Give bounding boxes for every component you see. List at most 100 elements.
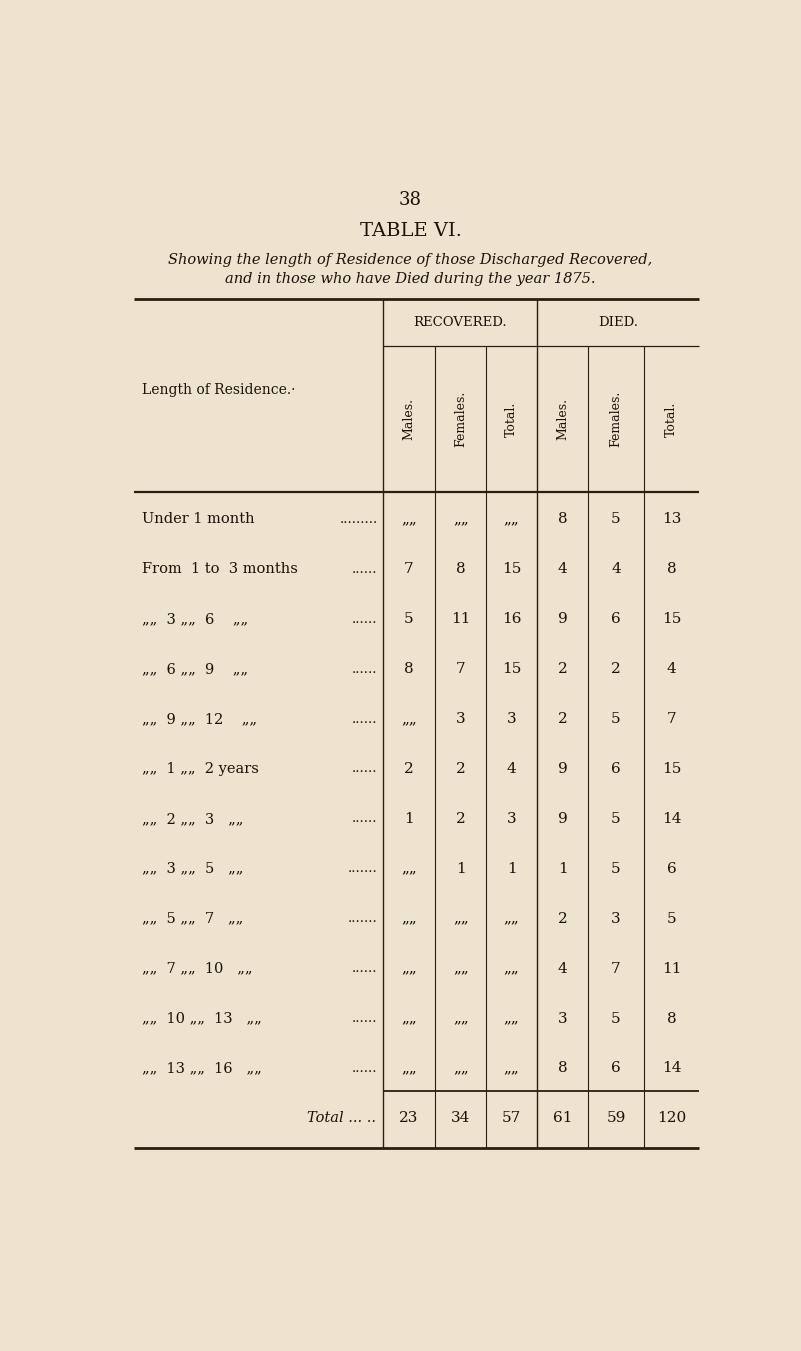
Text: „„: „„ <box>401 712 417 725</box>
Text: .......: ....... <box>348 862 377 875</box>
Text: From  1 to  3 months: From 1 to 3 months <box>142 562 298 577</box>
Text: Females.: Females. <box>454 390 467 447</box>
Text: DIED.: DIED. <box>598 316 638 330</box>
Text: 1: 1 <box>456 862 465 875</box>
Text: ......: ...... <box>352 1012 377 1025</box>
Text: „„  13 „„  16   „„: „„ 13 „„ 16 „„ <box>142 1062 261 1075</box>
Text: „„: „„ <box>453 1012 469 1025</box>
Text: 6: 6 <box>666 862 676 875</box>
Text: 2: 2 <box>404 762 414 775</box>
Text: 6: 6 <box>611 612 621 626</box>
Text: 2: 2 <box>557 712 567 725</box>
Text: „„: „„ <box>453 912 469 925</box>
Text: 2: 2 <box>557 662 567 676</box>
Text: .......: ....... <box>348 912 377 925</box>
Text: „„: „„ <box>401 862 417 875</box>
Text: 23: 23 <box>399 1112 419 1125</box>
Text: „„: „„ <box>401 1062 417 1075</box>
Text: TABLE VI.: TABLE VI. <box>360 222 461 239</box>
Text: „„  1 „„  2 years: „„ 1 „„ 2 years <box>142 762 259 775</box>
Text: „„  5 „„  7   „„: „„ 5 „„ 7 „„ <box>142 912 243 925</box>
Text: ......: ...... <box>352 812 377 825</box>
Text: 9: 9 <box>557 762 567 775</box>
Text: 8: 8 <box>557 1062 567 1075</box>
Text: 61: 61 <box>553 1112 573 1125</box>
Text: 5: 5 <box>405 612 414 626</box>
Text: 9: 9 <box>557 812 567 825</box>
Text: Total ... ..: Total ... .. <box>308 1112 376 1125</box>
Text: 2: 2 <box>456 762 465 775</box>
Text: „„: „„ <box>504 962 520 975</box>
Text: 11: 11 <box>451 612 470 626</box>
Text: 2: 2 <box>456 812 465 825</box>
Text: 7: 7 <box>405 562 414 577</box>
Text: 2: 2 <box>557 912 567 925</box>
Text: „„: „„ <box>401 512 417 527</box>
Text: 8: 8 <box>456 562 465 577</box>
Text: 14: 14 <box>662 812 682 825</box>
Text: 7: 7 <box>666 712 676 725</box>
Text: 15: 15 <box>502 662 521 676</box>
Text: Under 1 month: Under 1 month <box>142 512 255 527</box>
Text: 6: 6 <box>611 762 621 775</box>
Text: 4: 4 <box>507 762 517 775</box>
Text: „„  3 „„  6    „„: „„ 3 „„ 6 „„ <box>142 612 248 626</box>
Text: ......: ...... <box>352 962 377 975</box>
Text: 38: 38 <box>399 190 422 208</box>
Text: ......: ...... <box>352 563 377 576</box>
Text: 7: 7 <box>611 962 621 975</box>
Text: RECOVERED.: RECOVERED. <box>413 316 507 330</box>
Text: ......: ...... <box>352 762 377 775</box>
Text: 11: 11 <box>662 962 682 975</box>
Text: 4: 4 <box>557 962 567 975</box>
Text: 120: 120 <box>657 1112 686 1125</box>
Text: Showing the length of Residence of those Discharged Recovered,: Showing the length of Residence of those… <box>168 253 653 267</box>
Text: 16: 16 <box>502 612 521 626</box>
Text: 1: 1 <box>557 862 567 875</box>
Text: 5: 5 <box>611 512 621 527</box>
Text: 8: 8 <box>557 512 567 527</box>
Text: 57: 57 <box>502 1112 521 1125</box>
Text: Males.: Males. <box>556 399 569 440</box>
Text: Males.: Males. <box>402 399 416 440</box>
Text: „„: „„ <box>401 962 417 975</box>
Text: 3: 3 <box>507 712 517 725</box>
Text: 1: 1 <box>404 812 414 825</box>
Text: „„: „„ <box>401 912 417 925</box>
Text: 4: 4 <box>611 562 621 577</box>
Text: 15: 15 <box>662 612 681 626</box>
Text: „„  10 „„  13   „„: „„ 10 „„ 13 „„ <box>142 1012 261 1025</box>
Text: ......: ...... <box>352 662 377 676</box>
Text: 5: 5 <box>611 712 621 725</box>
Text: „„  9 „„  12    „„: „„ 9 „„ 12 „„ <box>142 712 256 725</box>
Text: Total.: Total. <box>505 401 518 436</box>
Text: 8: 8 <box>405 662 414 676</box>
Text: „„: „„ <box>504 1012 520 1025</box>
Text: „„  6 „„  9    „„: „„ 6 „„ 9 „„ <box>142 662 248 676</box>
Text: 1: 1 <box>507 862 517 875</box>
Text: „„: „„ <box>401 1012 417 1025</box>
Text: „„: „„ <box>453 512 469 527</box>
Text: 15: 15 <box>502 562 521 577</box>
Text: 3: 3 <box>557 1012 567 1025</box>
Text: 5: 5 <box>611 862 621 875</box>
Text: 13: 13 <box>662 512 681 527</box>
Text: 8: 8 <box>666 1012 676 1025</box>
Text: 34: 34 <box>451 1112 470 1125</box>
Text: „„: „„ <box>453 1062 469 1075</box>
Text: 5: 5 <box>666 912 676 925</box>
Text: „„  7 „„  10   „„: „„ 7 „„ 10 „„ <box>142 962 252 975</box>
Text: ......: ...... <box>352 712 377 725</box>
Text: 3: 3 <box>611 912 621 925</box>
Text: 8: 8 <box>666 562 676 577</box>
Text: 5: 5 <box>611 812 621 825</box>
Text: 5: 5 <box>611 1012 621 1025</box>
Text: 3: 3 <box>456 712 465 725</box>
Text: „„: „„ <box>504 1062 520 1075</box>
Text: 6: 6 <box>611 1062 621 1075</box>
Text: „„: „„ <box>504 912 520 925</box>
Text: „„: „„ <box>453 962 469 975</box>
Text: 4: 4 <box>557 562 567 577</box>
Text: „„: „„ <box>504 512 520 527</box>
Text: 2: 2 <box>611 662 621 676</box>
